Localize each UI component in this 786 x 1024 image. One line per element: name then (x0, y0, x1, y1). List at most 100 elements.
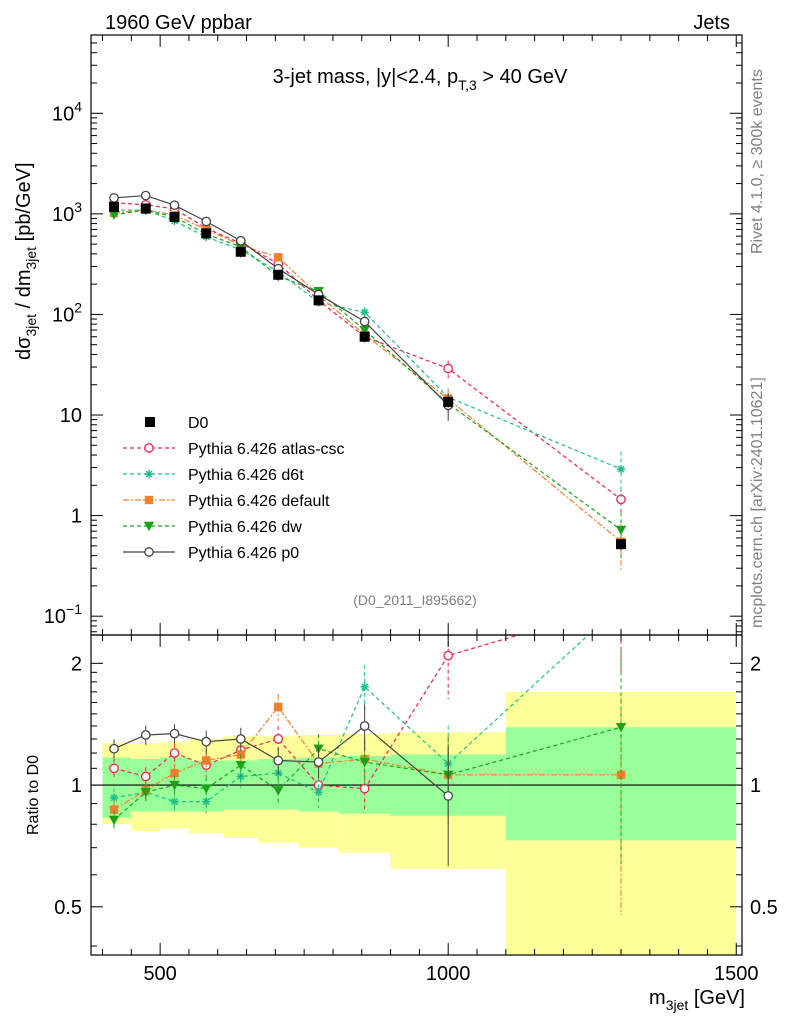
series-3-point-7 (359, 325, 370, 336)
y-axis-label-upper: dσ3jet / dm3jet [pb/GeV] (13, 162, 39, 360)
series-1-point-9 (616, 464, 626, 474)
series-4-point-1 (140, 190, 151, 201)
series-4-ratio-point-1 (140, 730, 151, 740)
header-right: Jets (693, 12, 730, 34)
mcplots-credit-text: mcplots.cern.ch [arXiv:2401.10621] (749, 377, 766, 628)
y-tick-exponent: 4 (74, 98, 82, 114)
legend-entry-3: Pythia 6.426 default (123, 493, 330, 510)
series-0-point-8 (443, 363, 454, 374)
series-4-ratio-point-0 (109, 743, 119, 754)
y-tick-mantissa: 10 (52, 204, 74, 226)
ratio-tick-label-right-0.5: 0.5 (750, 897, 778, 919)
y-tick-mantissa: 1 (71, 506, 82, 528)
series-2-upper (109, 205, 626, 572)
data-point-1 (140, 203, 151, 214)
x-axis-label: m3jet [GeV] (649, 987, 745, 1013)
series-4-ratio-point-7 (359, 721, 370, 731)
ratio-tick-label-left-2: 2 (71, 653, 82, 675)
series-3-ratio-point-2 (169, 780, 180, 791)
legend-marker-data (145, 417, 155, 427)
y-tick-label-1000: 103 (52, 199, 82, 226)
rivet-version-text: Rivet 4.1.0, ≥ 300k events (749, 69, 766, 254)
legend: D0 Pythia 6.426 atlas-csc Pythia 6.426 d6t… (123, 415, 345, 562)
data-point-7 (359, 331, 370, 342)
series-3-ratio-line (113, 726, 622, 821)
series-1-ratio-line (113, 635, 590, 803)
lower-frame (90, 634, 743, 956)
series-3-ratio-point-9 (615, 723, 627, 733)
series-4-ratio (109, 704, 454, 867)
series-4-point-2 (169, 200, 180, 211)
series-2-line (113, 209, 622, 543)
y-tick-exponent: 2 (74, 299, 82, 315)
series-4-point-4 (235, 235, 246, 246)
ratio-tick-label-right-1: 1 (750, 775, 761, 797)
ratio-tick-label-left-1: 1 (71, 775, 82, 797)
series-1-point-7 (360, 308, 369, 317)
y-tick-label-1: 1 (71, 506, 82, 528)
series-3-point-0 (108, 210, 120, 220)
y-tick-label-10: 10 (60, 405, 82, 427)
series-1-ratio-point-3 (202, 797, 211, 806)
series-4-ratio-point-3 (201, 736, 212, 747)
data-point-4 (235, 246, 246, 257)
data-point-2 (169, 212, 180, 223)
series-4-upper (109, 190, 454, 421)
plot-title: 3-jet mass, |y|<2.4, pT,3 > 40 GeV (273, 66, 568, 93)
x-tick-label-1500: 1500 (714, 963, 759, 985)
data-point-5 (273, 269, 284, 280)
legend-entry-4: Pythia 6.426 dw (123, 519, 302, 536)
series-2-ratio-point-2 (170, 768, 179, 778)
y-tick-label-10000: 104 (52, 98, 82, 125)
series-0-ratio-point-1 (140, 771, 151, 782)
analysis-id: (D0_2011_I895662) (353, 592, 477, 608)
series-3-ratio-point-0 (108, 815, 120, 826)
series-0-ratio-point-5 (273, 734, 284, 744)
ratio-tick-label-left-0.5: 0.5 (54, 897, 82, 919)
legend-label-2: Pythia 6.426 d6t (188, 467, 304, 484)
series-3-ratio-point-5 (273, 786, 284, 796)
series-3-upper (108, 205, 627, 561)
data-point-3 (201, 228, 212, 239)
y-tick-label-0.1: 10−1 (44, 601, 82, 628)
series-4-ratio-point-4 (235, 734, 246, 744)
series-3-ratio-point-7 (359, 757, 370, 768)
data-point-0 (109, 201, 120, 212)
legend-label-1: Pythia 6.426 atlas-csc (188, 441, 345, 458)
series-4-point-0 (109, 193, 119, 203)
series-0-line (114, 202, 622, 500)
legend-marker-5 (144, 547, 154, 557)
series-3-ratio-point-4 (235, 760, 246, 771)
series-2-ratio-point-5 (274, 702, 283, 712)
y-tick-mantissa: 10 (52, 103, 74, 125)
series-4-point-3 (201, 216, 212, 227)
series-0-ratio-line (113, 635, 521, 790)
y-tick-mantissa: 10 (60, 405, 82, 427)
data-point-9 (616, 539, 627, 550)
series-4-ratio-point-2 (169, 728, 180, 739)
series-2-point-5 (274, 253, 283, 262)
series-0-ratio-point-8 (443, 650, 454, 661)
series-3-point-9 (615, 525, 627, 536)
legend-label-0: D0 (188, 415, 209, 432)
legend-marker-2 (144, 469, 154, 479)
legend-entry-2: Pythia 6.426 d6t (123, 467, 304, 484)
series-2-ratio-point-3 (202, 756, 211, 765)
legend-entry-1: Pythia 6.426 atlas-csc (123, 441, 345, 458)
legend-marker-4 (143, 521, 155, 532)
series-0-ratio-point-2 (169, 748, 180, 758)
ratio-panel-series (108, 635, 627, 916)
y-tick-label-100: 102 (52, 299, 82, 326)
series-3-ratio-point-3 (201, 784, 212, 794)
series-1-ratio-point-0 (109, 793, 119, 803)
data-series (109, 201, 627, 550)
data-point-8 (443, 396, 454, 407)
series-4-ratio-point-6 (313, 757, 324, 767)
y-tick-exponent: 3 (74, 199, 82, 215)
x-tick-label-500: 500 (143, 963, 176, 985)
series-2-ratio-line (113, 705, 622, 811)
uncertainty-bands (91, 691, 742, 955)
data-point-6 (313, 295, 324, 306)
legend-marker-1 (144, 443, 154, 453)
